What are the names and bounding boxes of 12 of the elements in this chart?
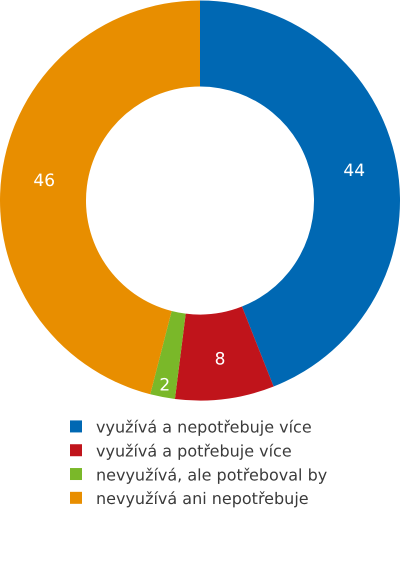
donut-slice: [200, 0, 400, 387]
donut-slice: [174, 306, 274, 401]
legend-label: využívá a potřebuje více: [96, 441, 292, 460]
data-label: 46: [33, 170, 56, 191]
donut-slice: [150, 310, 186, 399]
data-label: 44: [343, 161, 366, 182]
legend-label: nevyužívá, ale potřeboval by: [96, 465, 328, 484]
data-label: 2: [159, 375, 170, 396]
donut-slice: [0, 0, 200, 394]
legend-label: využívá a nepotřebuje více: [96, 418, 312, 437]
legend-label: nevyužívá ani nepotřebuje: [96, 489, 309, 508]
data-label: 8: [214, 349, 226, 370]
